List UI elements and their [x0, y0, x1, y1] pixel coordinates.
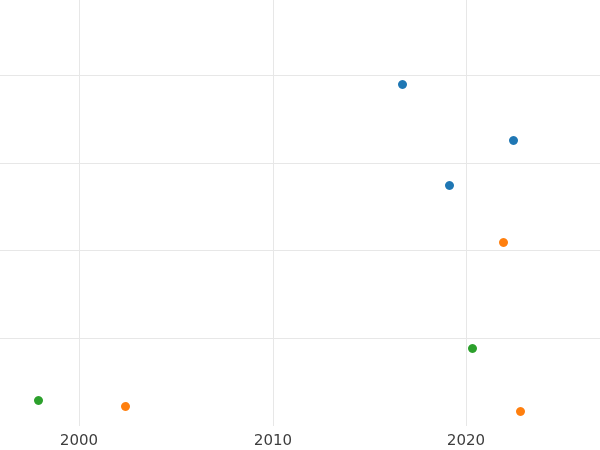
x-tick-label-2000: 2000 — [59, 431, 99, 449]
gridline-vertical — [79, 0, 80, 426]
data-point-series-orange — [498, 238, 508, 248]
gridline-horizontal — [0, 75, 600, 76]
data-point-series-blue — [398, 80, 408, 90]
gridline-vertical — [273, 0, 274, 426]
x-axis: 2000 2010 2020 — [0, 426, 600, 450]
data-point-series-blue — [508, 135, 518, 145]
data-point-series-blue — [444, 181, 454, 191]
data-point-series-green — [467, 344, 477, 354]
gridline-vertical — [466, 0, 467, 426]
x-tick-label-2010: 2010 — [253, 431, 293, 449]
x-tick-label-2020: 2020 — [446, 431, 486, 449]
gridline-horizontal — [0, 338, 600, 339]
gridline-horizontal — [0, 163, 600, 164]
data-point-series-green — [33, 396, 43, 406]
data-point-series-orange — [516, 407, 526, 417]
plot-area — [0, 0, 600, 426]
gridline-horizontal — [0, 250, 600, 251]
data-point-series-orange — [121, 402, 130, 412]
